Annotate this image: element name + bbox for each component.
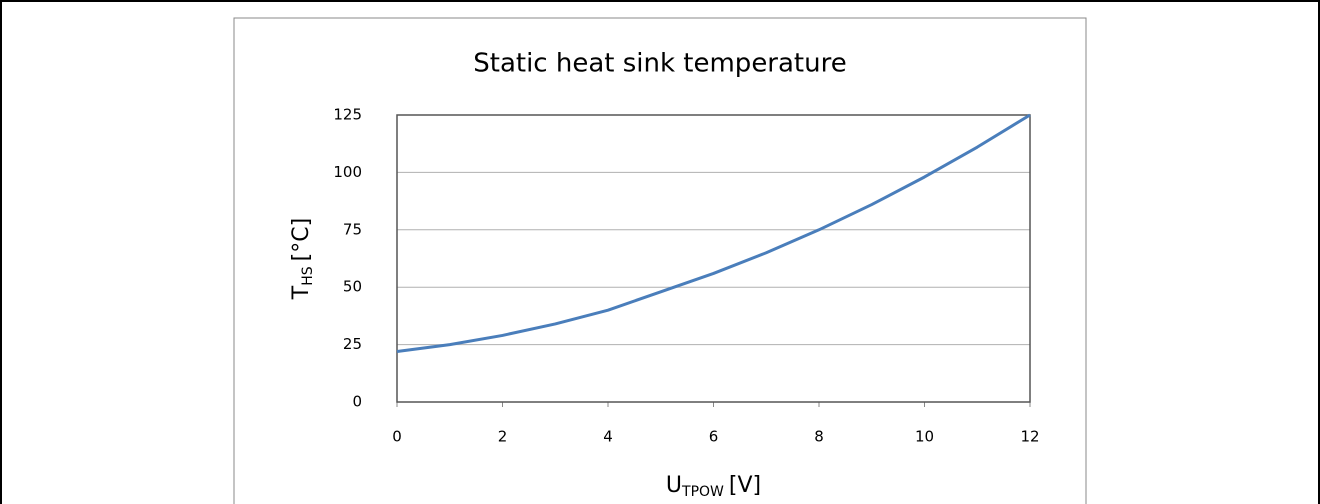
y-tick-label: 25 [343,335,362,353]
chart-frame [233,17,1087,504]
y-axis-label-part: T [289,285,314,300]
plot-frame [396,114,1031,403]
x-tick-label: 10 [915,428,934,446]
x-axis-label-part: [V] [729,473,761,498]
x-tick-label: 6 [709,428,719,446]
y-tick-label: 100 [333,163,362,181]
y-axis-label-part: [°C] [289,218,314,262]
x-tick-label: 8 [814,428,824,446]
chart-title: Static heat sink temperature [473,49,846,79]
y-tick-label: 75 [343,220,362,238]
y-tick-label: 0 [352,393,362,411]
x-axis-label-part: U [666,473,682,498]
x-tick-label: 12 [1020,428,1039,446]
y-axis-label-part: HS [300,266,316,286]
x-tick-label: 0 [392,428,402,446]
x-axis-label-part: TPOW [681,484,724,500]
data-line [396,113,1031,353]
x-tick-label: 4 [603,428,613,446]
y-axis-label: THS [°C] [289,218,316,300]
y-tick-label: 125 [333,106,362,124]
x-tick-label: 2 [498,428,508,446]
y-tick-label: 50 [343,278,362,296]
x-axis-label: UTPOW [V] [666,473,761,500]
